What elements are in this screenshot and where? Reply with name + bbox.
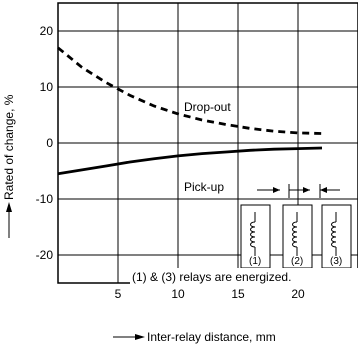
x-tick-label: 10 (171, 287, 185, 301)
series-line-drop-out (57, 46, 323, 135)
coil-icon-3 (331, 212, 337, 256)
y-tick-label: -20 (36, 248, 54, 262)
x-tick-labels: 5 10 15 20 (115, 287, 305, 301)
x-tick-label: 20 (291, 287, 305, 301)
note-box (130, 268, 358, 284)
grid (58, 3, 358, 283)
series-group (57, 46, 323, 176)
coil-icon-2 (292, 212, 298, 256)
coil-icon-1 (250, 212, 256, 256)
y-tick-label: 10 (40, 80, 54, 94)
x-tick-label: 5 (115, 287, 122, 301)
x-axis-label-group: Inter-relay distance, mm (113, 330, 276, 344)
series-line-pick-up (57, 146, 323, 176)
y-axis-label: Rated of change, % (2, 94, 16, 200)
x-axis-label: Inter-relay distance, mm (147, 330, 276, 344)
relay-label-3: (3) (330, 256, 342, 267)
y-tick-label: 20 (40, 24, 54, 38)
relay-diagram: (1) (2) (3) (240, 184, 352, 269)
y-axis-label-group: Rated of change, % (2, 94, 16, 238)
relay-box-2 (282, 204, 313, 269)
dropout-label: Drop-out (184, 100, 231, 114)
x-tick-label: 15 (231, 287, 245, 301)
relay-label-1: (1) (249, 256, 261, 267)
relay-label-2: (2) (291, 256, 303, 267)
energized-note: (1) & (3) relays are energized. (132, 270, 291, 284)
y-tick-label: 0 (46, 136, 53, 150)
y-tick-labels: 20 10 0 -10 -20 (36, 24, 54, 262)
y-tick-label: -10 (36, 192, 54, 206)
pickup-label: Pick-up (184, 180, 224, 194)
